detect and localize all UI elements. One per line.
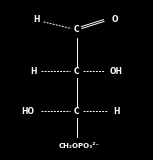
Text: C: C xyxy=(74,25,79,34)
Text: OH: OH xyxy=(110,67,123,76)
Text: H: H xyxy=(34,16,40,24)
Text: C: C xyxy=(74,67,79,76)
Text: C: C xyxy=(74,107,79,116)
Text: H: H xyxy=(113,107,119,116)
Text: HO: HO xyxy=(21,107,34,116)
Text: CH₂OPO₃²⁻: CH₂OPO₃²⁻ xyxy=(59,143,100,149)
Text: O: O xyxy=(112,16,118,24)
Text: H: H xyxy=(30,67,37,76)
